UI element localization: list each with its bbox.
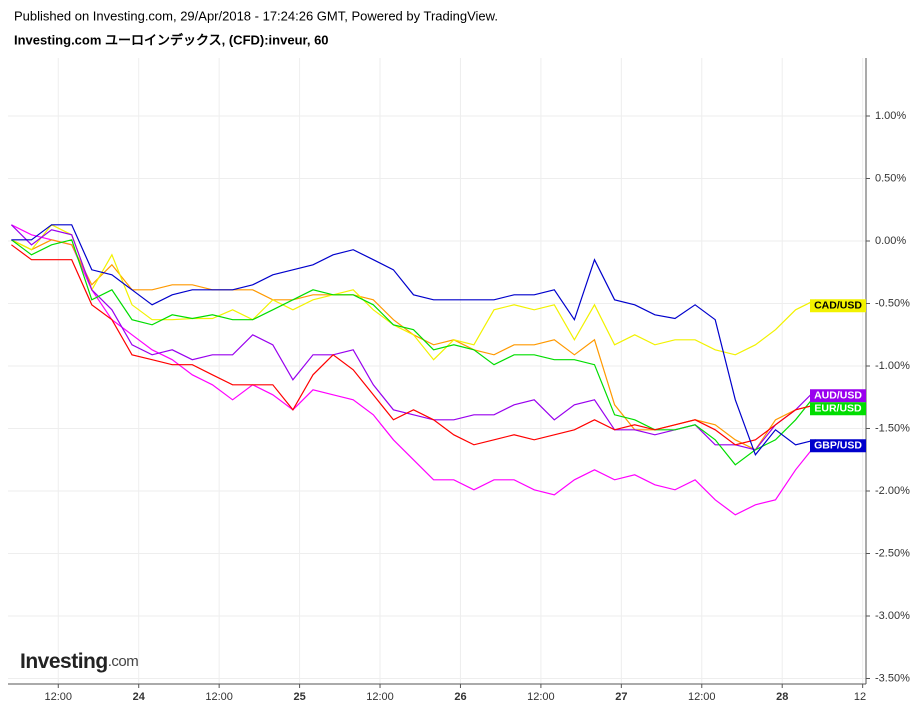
logo-suffix: .com: [108, 653, 139, 670]
x-tick-label: 24: [133, 691, 146, 703]
legend-label: EUR/USD: [814, 403, 862, 415]
legend-label: AUD/USD: [814, 390, 862, 402]
legend-box: [810, 402, 866, 416]
series-line: [11, 224, 816, 361]
legend-box: [810, 299, 866, 313]
chart-title: Investing.com ユーロインデックス, (CFD):inveur, 6…: [14, 32, 329, 47]
series-line: [10, 224, 817, 451]
y-tick-label: -0.50%: [875, 297, 910, 309]
legend-box: [810, 439, 866, 453]
x-tick-label: 12:00: [688, 691, 716, 703]
x-tick-label: 28: [776, 691, 788, 703]
x-tick-label: 12: [854, 691, 866, 703]
y-tick-label: -2.00%: [875, 485, 910, 497]
x-tick-label: 27: [615, 691, 627, 703]
y-tick-label: 0.00%: [875, 235, 906, 247]
legend-label: GBP/USD: [814, 440, 862, 452]
logo-name: Investing: [20, 650, 108, 673]
published-note: Published on Investing.com, 29/Apr/2018 …: [14, 8, 498, 23]
y-tick-label: -2.50%: [875, 547, 910, 559]
x-tick-label: 12:00: [205, 691, 233, 703]
series-line: [11, 224, 817, 516]
x-tick-label: 12:00: [366, 691, 394, 703]
legend-label: CAD/USD: [814, 300, 862, 312]
y-tick-label: -1.50%: [875, 422, 910, 434]
series-line: [11, 244, 816, 446]
y-tick-label: -3.00%: [875, 610, 910, 622]
logo: Investing.com: [20, 650, 138, 673]
legend-box: [810, 389, 866, 403]
x-tick-label: 25: [293, 691, 305, 703]
series-line: [11, 224, 816, 457]
x-tick-label: 26: [454, 691, 466, 703]
y-tick-label: -1.00%: [875, 360, 910, 372]
y-tick-label: 1.00%: [875, 110, 906, 122]
x-tick-label: 12:00: [45, 691, 73, 703]
y-tick-label: 0.50%: [875, 172, 906, 184]
grid: [8, 58, 866, 684]
lines: [10, 224, 817, 516]
series-line: [11, 239, 817, 466]
y-tick-label: -3.50%: [875, 672, 910, 684]
x-tick-label: 12:00: [527, 691, 555, 703]
